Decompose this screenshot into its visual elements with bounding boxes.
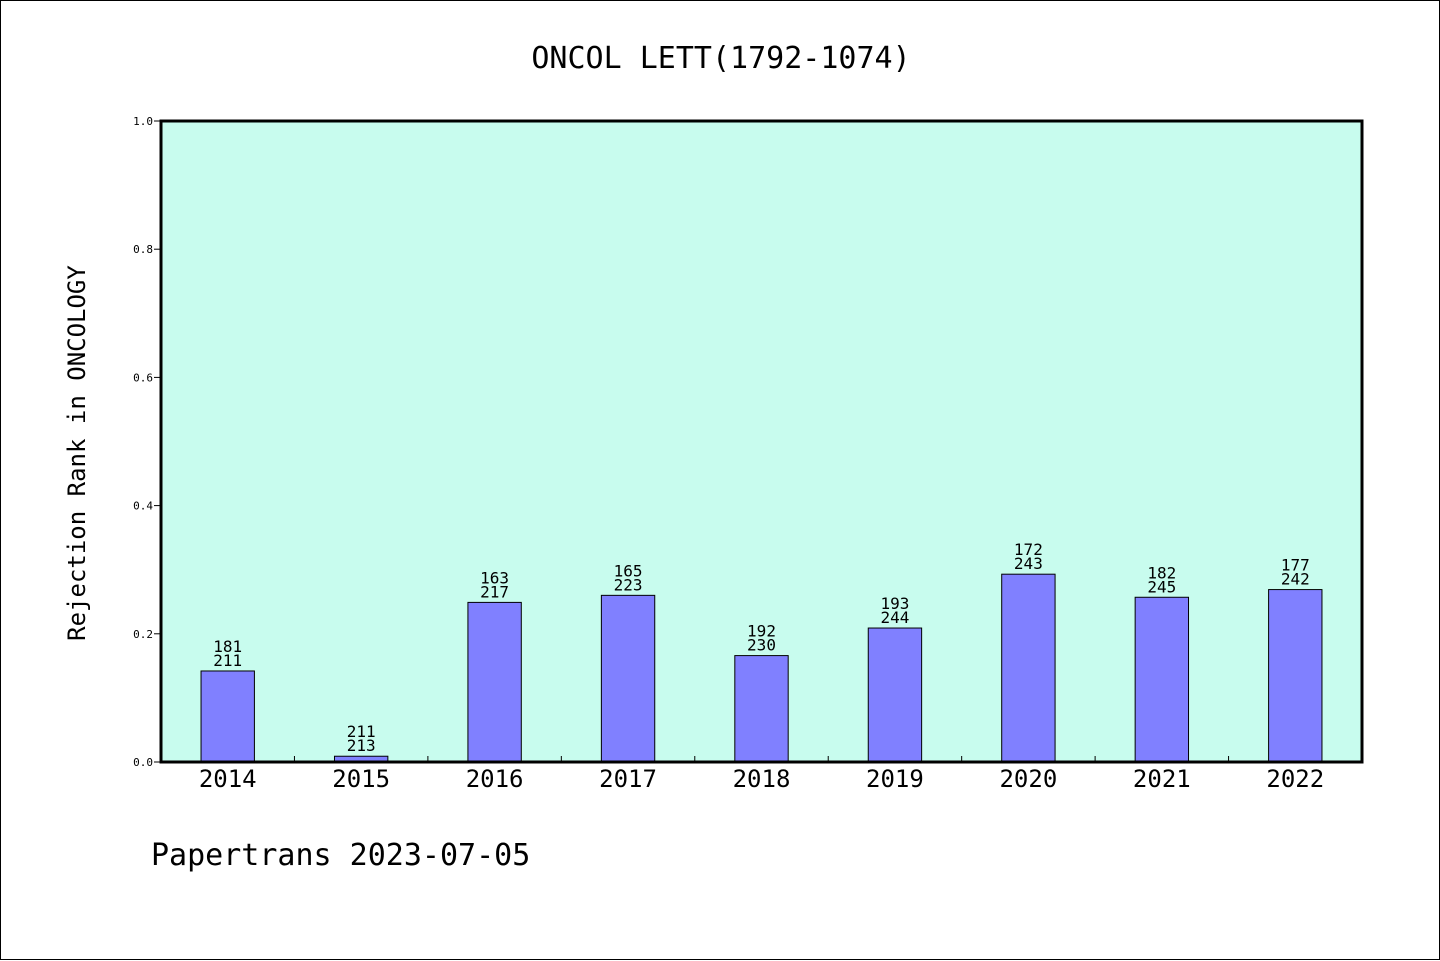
bar-2019 — [867, 627, 923, 763]
bar-label-bottom: 245 — [1147, 577, 1176, 596]
bar-label-top: 172 — [1014, 540, 1043, 559]
x-tick-label: 2021 — [1133, 765, 1191, 793]
bar-2022 — [1268, 589, 1323, 763]
footer-text: Papertrans 2023-07-05 — [151, 838, 530, 873]
y-tick-label: 0.0 — [133, 756, 153, 769]
bar-label-bottom: 211 — [213, 651, 242, 670]
x-tick-label: 2020 — [999, 765, 1057, 793]
bar-label-top: 177 — [1281, 556, 1310, 575]
y-tick-label: 0.2 — [133, 628, 153, 641]
bar-label-top: 181 — [213, 637, 242, 656]
bar-2020 — [1001, 573, 1056, 763]
bar-2021 — [1134, 596, 1190, 763]
x-tick-label: 2019 — [866, 765, 924, 793]
x-tick-label: 2016 — [466, 765, 524, 793]
y-tick-label: 0.8 — [133, 243, 153, 256]
plot-border — [159, 119, 1364, 764]
bar-label-bottom: 244 — [880, 608, 909, 627]
bar-label-top: 193 — [880, 594, 909, 613]
x-tick-label: 2022 — [1266, 765, 1324, 793]
bar-2017 — [600, 594, 656, 763]
y-tick-label: 0.4 — [133, 500, 153, 513]
y-tick-label: 0.6 — [133, 371, 153, 384]
bar-2014 — [200, 670, 255, 763]
x-tick-label: 2018 — [733, 765, 791, 793]
bar-label-top: 192 — [747, 622, 776, 641]
bar-label-bottom: 243 — [1014, 554, 1043, 573]
bar-label-bottom: 217 — [480, 582, 509, 601]
bar-2016 — [467, 601, 522, 763]
y-tick-label: 1.0 — [133, 115, 153, 128]
x-tick-label: 2014 — [199, 765, 257, 793]
chart-title: ONCOL LETT(1792-1074) — [531, 41, 910, 76]
y-axis-label: Rejection Rank in ONCOLOGY — [63, 265, 91, 641]
bar-label-top: 163 — [480, 568, 509, 587]
bar-label-bottom: 213 — [347, 736, 376, 755]
bar-2018 — [734, 655, 789, 763]
x-tick-label: 2015 — [332, 765, 390, 793]
bar-label-top: 165 — [614, 561, 643, 580]
x-tick-label: 2017 — [599, 765, 657, 793]
bar-label-top: 182 — [1147, 563, 1176, 582]
bar-label-top: 211 — [347, 722, 376, 741]
bar-label-bottom: 223 — [614, 575, 643, 594]
bar-label-bottom: 242 — [1281, 570, 1310, 589]
bar-label-bottom: 230 — [747, 636, 776, 655]
